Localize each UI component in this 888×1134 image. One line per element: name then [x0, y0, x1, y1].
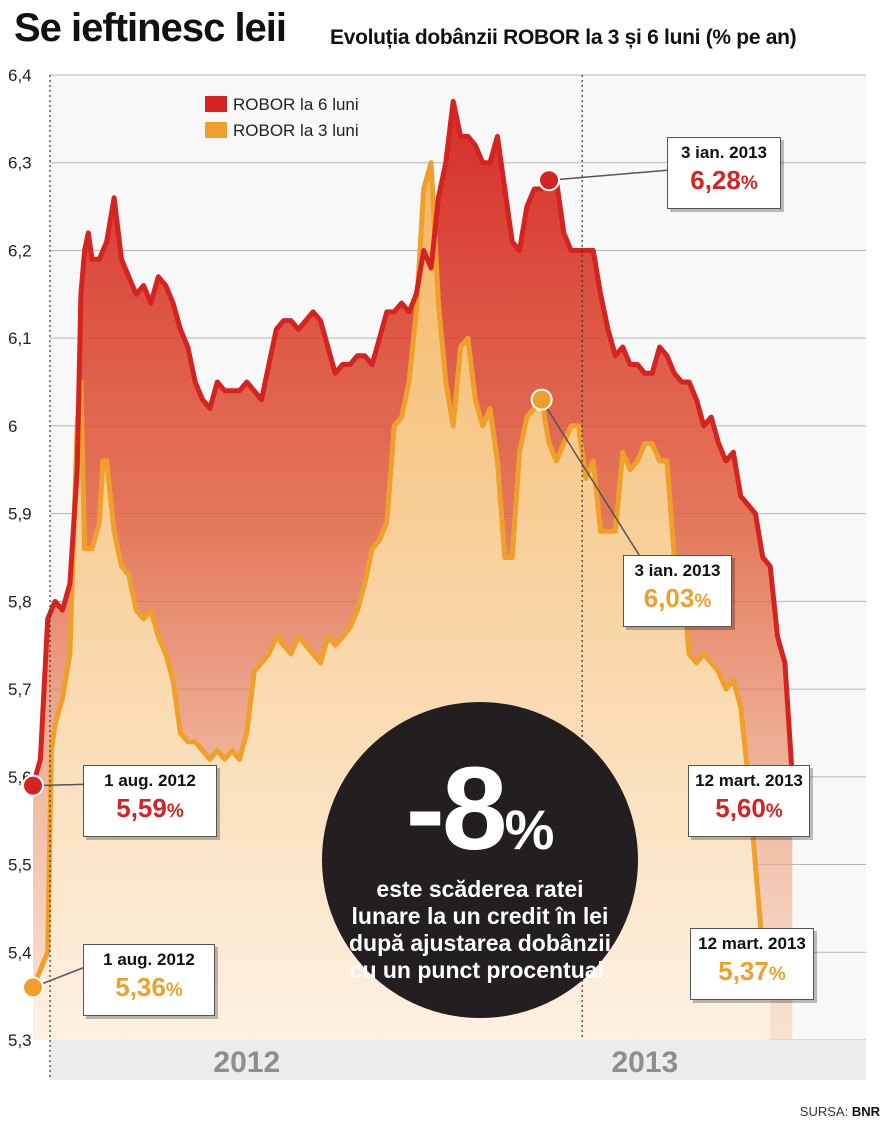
- legend-item-robor6: ROBOR la 6 luni: [205, 95, 359, 115]
- legend-swatch-red: [205, 96, 227, 112]
- series-line-robor6: [30, 98, 795, 787]
- y-tick-label: 6,1: [8, 329, 32, 348]
- y-tick-label: 5,3: [8, 1031, 32, 1050]
- y-axis: 5,35,45,55,65,75,85,966,16,26,36,4: [8, 66, 51, 1080]
- x-year-label: 2012: [213, 1046, 280, 1079]
- callout-box: 12 mart. 2013 5,60%: [688, 765, 810, 837]
- callout-box: 1 aug. 2012 5,36%: [83, 944, 215, 1016]
- callout-marker: [22, 976, 44, 999]
- callout-value: 5,59%: [116, 793, 184, 823]
- chart-lines: [30, 98, 795, 989]
- callout-marker: [22, 774, 44, 797]
- callout-date: 1 aug. 2012: [104, 771, 196, 790]
- callout-unit: %: [166, 801, 184, 822]
- x-axis-band: [50, 1040, 866, 1080]
- callout-unit: %: [165, 980, 183, 1001]
- x-year-label: 2013: [611, 1046, 678, 1079]
- y-tick-label: 6: [8, 417, 17, 436]
- callout-unit: %: [740, 173, 758, 194]
- x-axis: 2012 2013: [50, 75, 866, 1080]
- callout-connector: [548, 169, 671, 182]
- callout-unit: %: [694, 591, 712, 612]
- callout-unit: %: [768, 964, 786, 985]
- callout-date: 1 aug. 2012: [103, 950, 195, 969]
- y-tick-label: 6,2: [8, 241, 32, 260]
- chart-subtitle: Evoluția dobânzii ROBOR la 3 și 6 luni (…: [330, 26, 797, 49]
- series-line-robor3: [30, 160, 773, 989]
- y-tick-label: 5,7: [8, 680, 32, 699]
- callout-unit: %: [765, 801, 783, 822]
- legend-item-robor3: ROBOR la 3 luni: [205, 121, 359, 141]
- y-tick-label: 6,4: [8, 66, 32, 85]
- y-tick-label: 5,4: [8, 943, 32, 962]
- callout-box: 3 ian. 2013 6,03%: [623, 555, 732, 627]
- y-tick-label: 5,8: [8, 592, 32, 611]
- callout-date: 3 ian. 2013: [634, 561, 721, 580]
- callout-value: 5,60%: [715, 793, 783, 823]
- legend-label: ROBOR la 6 luni: [233, 95, 359, 114]
- highlight-circle: [322, 702, 638, 1018]
- callout-value: 5,36%: [115, 972, 183, 1002]
- callout-box: 3 ian. 2013 6,28%: [667, 137, 781, 209]
- legend-label: ROBOR la 3 luni: [233, 121, 359, 140]
- callout-date: 3 ian. 2013: [680, 143, 767, 162]
- callout-value: 6,03%: [643, 583, 712, 613]
- callout-marker: [538, 169, 561, 192]
- legend-swatch-orange: [205, 122, 227, 138]
- callout-date: 12 mart. 2013: [695, 771, 803, 790]
- y-tick-label: 5,5: [8, 856, 32, 875]
- y-tick-label: 6,3: [8, 154, 32, 173]
- callout-value: 6,28%: [690, 165, 758, 195]
- callout-marker: [530, 388, 553, 411]
- y-tick-label: 5,9: [8, 505, 32, 524]
- callout-box: 12 mart. 2013 5,37%: [690, 928, 814, 1000]
- source-note: SURSA: BNR: [799, 1104, 880, 1119]
- highlight-description: este scăderea ratei lunare la un credit …: [349, 876, 611, 983]
- page-title: Se ieftinesc leii: [14, 6, 287, 50]
- highlight-text: -8% este scăderea ratei lunare la un cre…: [325, 710, 635, 984]
- callout-date: 12 mart. 2013: [698, 934, 806, 953]
- callout-connector: [541, 399, 642, 559]
- callout-box: 1 aug. 2012 5,59%: [83, 765, 217, 837]
- highlight-value: -8%: [405, 743, 555, 875]
- callout-value: 5,37%: [718, 956, 786, 986]
